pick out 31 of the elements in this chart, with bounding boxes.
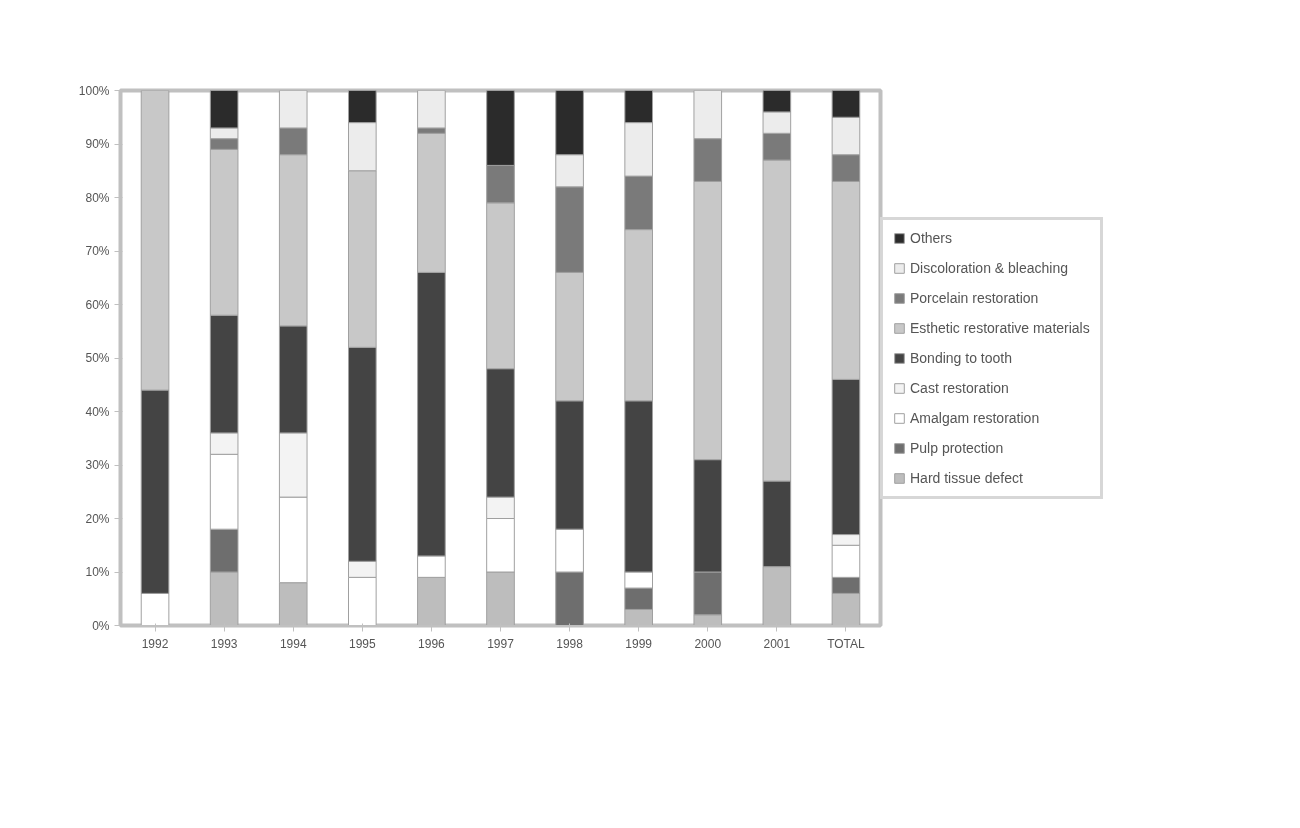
x-tick-label: 1997: [487, 636, 515, 651]
x-tick-label: 1998: [556, 636, 584, 651]
x-tick-label: 1996: [418, 636, 446, 651]
y-tick-label: 40%: [85, 404, 110, 419]
y-tick-label: 10%: [85, 565, 110, 579]
y-tick-label: 0%: [92, 618, 110, 633]
x-tick-label: TOTAL: [827, 636, 866, 651]
legend-label: Esthetic restorative materials: [910, 319, 1090, 336]
legend-label: Pulp protection: [910, 439, 1004, 456]
y-tick-label: 50%: [85, 351, 110, 365]
x-tick-label: 1995: [348, 636, 376, 651]
legend-label: Cast restoration: [910, 379, 1009, 396]
x-tick-label: 1999: [625, 636, 653, 651]
y-tick-label: 30%: [85, 458, 110, 472]
legend-label: Amalgam restoration: [910, 409, 1040, 426]
x-tick-label: 1994: [279, 636, 307, 651]
x-tick-label: 2001: [763, 636, 791, 651]
y-tick-label: 80%: [85, 190, 110, 205]
y-tick-label: 20%: [85, 511, 110, 526]
y-tick-label: 70%: [85, 244, 110, 258]
y-tick-label: 60%: [85, 297, 110, 312]
y-tick-label: 90%: [85, 137, 110, 151]
x-tick-label: 2000: [694, 636, 722, 651]
y-tick-label: 100%: [78, 83, 110, 98]
legend-label: Porcelain restoration: [910, 289, 1039, 306]
x-tick-label: 1992: [141, 636, 169, 651]
legend-label: Discoloration & bleaching: [910, 259, 1068, 276]
legend-label: Hard tissue defect: [910, 469, 1023, 486]
legend-label: Others: [910, 229, 953, 246]
x-tick-label: 1993: [210, 636, 238, 651]
legend-label: Bonding to tooth: [910, 349, 1012, 366]
